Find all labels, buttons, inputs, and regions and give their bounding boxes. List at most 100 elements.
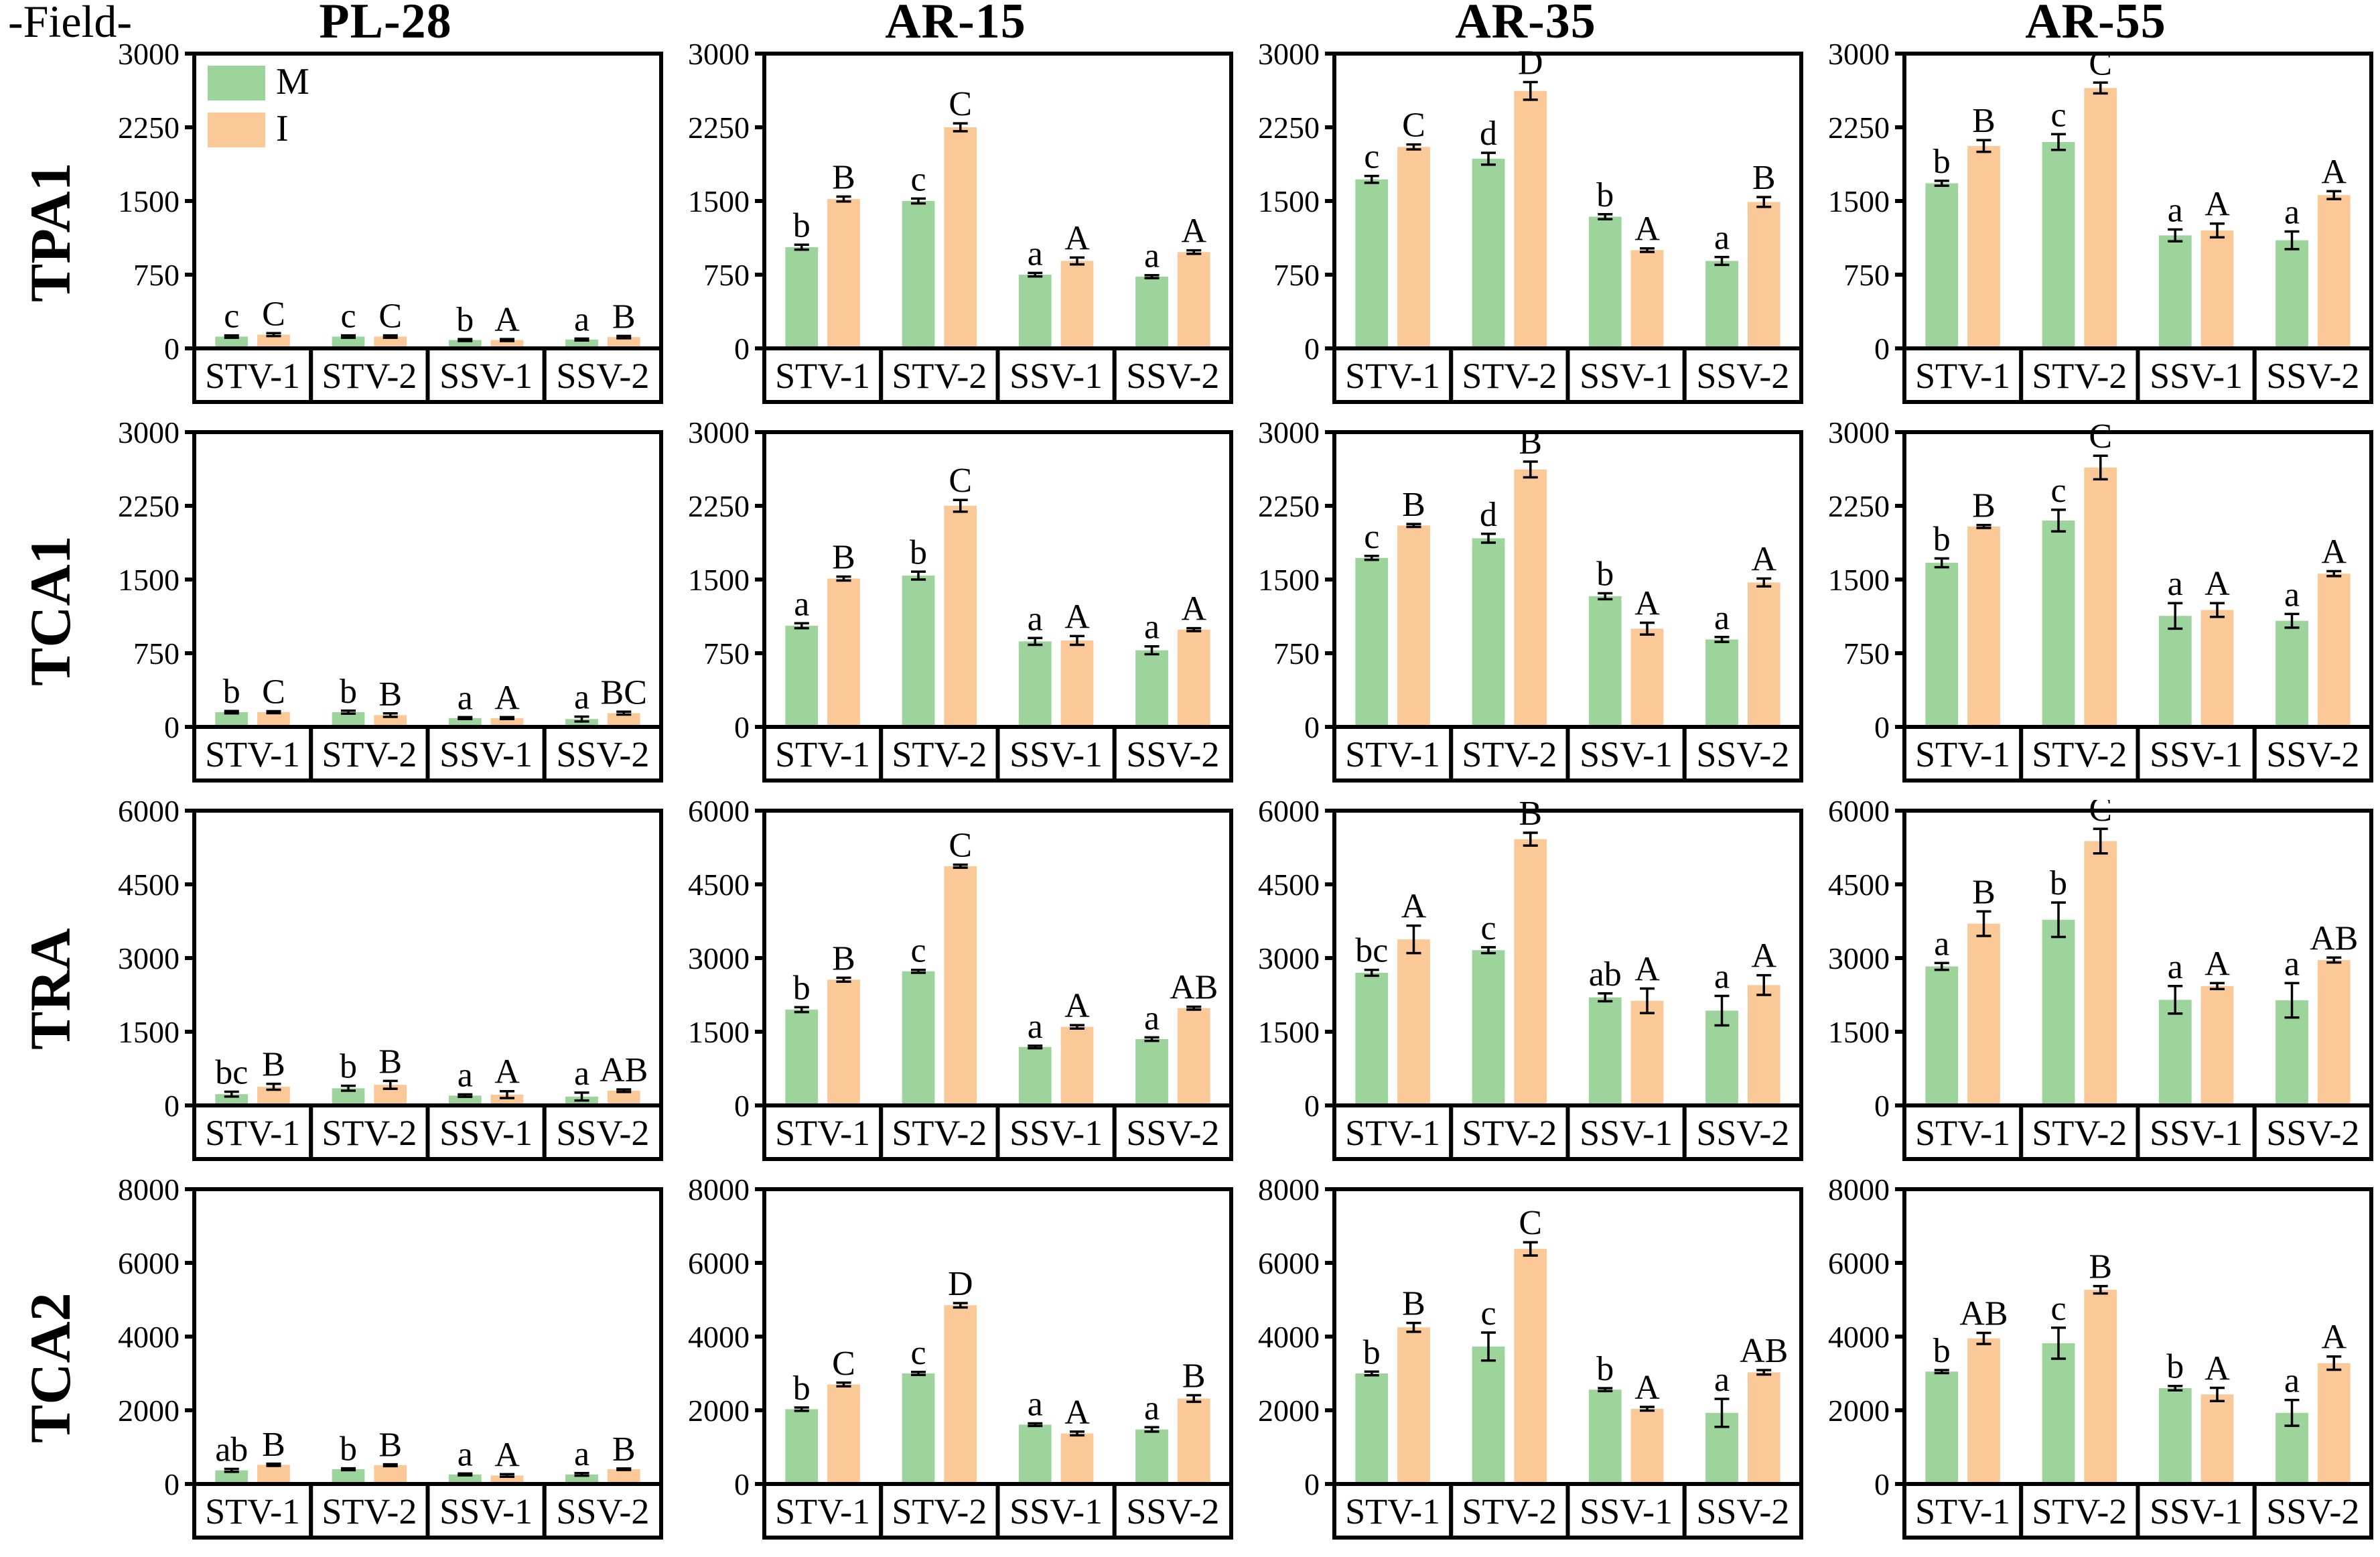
x-category-cell [425,346,547,404]
x-category-label: STV-1 [205,1491,300,1532]
x-category-label: STV-2 [892,1113,987,1153]
x-category-label: SSV-2 [1126,356,1219,396]
sig-letter: A [2204,186,2230,224]
y-tick-label: 2250 [1828,489,1890,523]
bar-I-STV-2 [944,127,977,348]
bar-M-SSV-1 [448,1095,482,1105]
bar-I-STV-1 [827,199,860,348]
sig-letter: b [793,206,811,245]
x-category-cell [425,725,547,783]
y-tick-label: 750 [1273,636,1320,671]
sig-letter: A [1634,950,1660,988]
x-category-label: SSV-1 [1580,356,1673,396]
bar-M-SSV-1 [1588,596,1622,727]
sig-letter: B [2089,1248,2112,1286]
sig-letter: a [574,1435,589,1473]
sig-letter: d [1480,115,1497,153]
x-category-label: STV-1 [1915,1491,2010,1532]
x-category-label: STV-2 [2032,734,2127,774]
sig-letter: a [458,1057,473,1095]
bar-I-SSV-1 [490,718,524,727]
bar-I-SSV-2 [2317,573,2351,727]
y-tick-label: 0 [1304,332,1320,366]
x-category-cell [1112,1482,1233,1540]
sig-letter: c [2050,1290,2066,1328]
bar-I-STV-2 [2084,467,2117,727]
sig-letter: B [378,1042,402,1081]
x-category-label: SSV-1 [2150,356,2243,396]
y-tick-label: 2250 [1828,111,1890,145]
x-category-cell [309,725,430,783]
sig-letter: b [1363,1333,1381,1371]
bar-I-SSV-1 [1630,250,1664,348]
y-tick-label: 0 [734,1089,750,1123]
x-category-label: SSV-2 [1126,1491,1219,1532]
sig-letter: A [1634,210,1660,249]
sig-letter: c [1364,518,1379,556]
sig-letter: B [1972,487,1996,525]
x-category-cell [542,725,663,783]
x-category-label: SSV-2 [2266,1113,2359,1153]
sig-letter: c [2050,472,2066,510]
sig-letter: B [1752,159,1776,197]
bar-I-SSV-2 [1177,1398,1210,1484]
sig-letter: AB [1740,1332,1788,1370]
x-category-label: STV-1 [1915,356,2010,396]
bar-M-SSV-2 [565,719,598,727]
y-tick-label: 0 [164,710,180,744]
sig-letter: B [1402,1285,1425,1323]
bar-M-STV-2 [1472,950,1505,1105]
sig-letter: A [1751,937,1776,975]
y-tick-label: 8000 [1828,1178,1890,1207]
sig-letter: B [832,939,855,977]
bar-M-SSV-2 [565,339,598,348]
bar-I-SSV-1 [1630,1408,1664,1484]
bar-M-STV-1 [1355,557,1389,727]
x-category-cell [1332,1482,1454,1540]
bar-I-STV-2 [2084,841,2117,1105]
sig-letter: A [2204,565,2230,603]
sig-letter: B [1519,423,1542,462]
y-tick-label: 2250 [118,489,180,523]
y-tick-label: 0 [734,1467,750,1501]
y-tick-label: 6000 [1258,1246,1320,1280]
bar-M-STV-2 [1472,538,1505,727]
sig-letter: C [1519,1204,1542,1242]
sig-letter: A [1064,598,1090,636]
bar-I-STV-2 [374,715,407,727]
sig-letter: B [1182,1357,1206,1395]
bar-M-STV-2 [902,1373,935,1484]
sig-letter: a [1144,237,1160,275]
bar-I-STV-2 [1514,839,1547,1105]
sig-letter: a [458,679,473,717]
bar-M-STV-1 [1355,179,1389,348]
sig-letter: b [340,673,357,711]
x-category-cell [2252,1482,2373,1540]
bar-I-STV-2 [944,1305,977,1484]
bar-M-STV-1 [785,247,819,348]
y-tick-label: 1500 [1258,563,1320,597]
x-category-cell [2136,1482,2257,1540]
sig-letter: b [340,1048,357,1086]
sig-letter: a [2284,945,2300,983]
y-tick-label: 4000 [688,1320,750,1354]
bar-I-STV-1 [1397,525,1430,727]
sig-letter: a [1144,1389,1160,1427]
bar-M-STV-2 [1472,1346,1505,1484]
sig-letter: c [2050,96,2066,134]
sig-letter: b [1933,143,1951,181]
bar-M-STV-2 [902,576,935,727]
legend-swatch-M [208,66,265,100]
x-category-cell [2136,1103,2257,1161]
x-category-label: STV-2 [322,734,417,774]
bar-M-STV-2 [332,336,365,348]
y-tick-label: 3000 [1258,421,1320,450]
bar-I-STV-2 [2084,88,2117,348]
x-category-cell [1449,1482,1570,1540]
